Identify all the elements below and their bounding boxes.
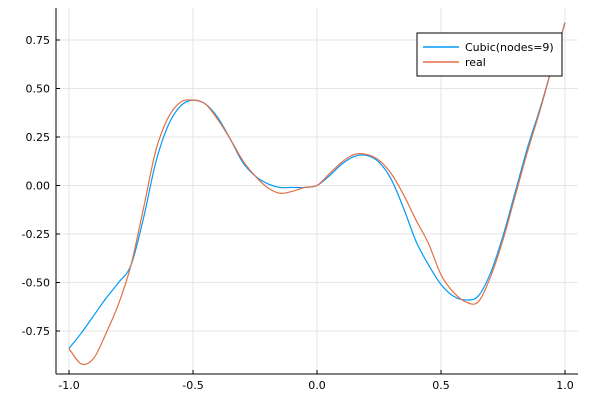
y-tick-label: -0.75 — [22, 325, 50, 338]
x-tick-label: -0.5 — [182, 379, 203, 392]
y-tick-label: 0.25 — [26, 131, 51, 144]
series-line-real — [68, 22, 566, 366]
legend-label: real — [465, 56, 486, 69]
legend-box — [416, 32, 563, 77]
series-layer — [68, 22, 566, 366]
y-tick-label: -0.25 — [22, 228, 50, 241]
x-tick-label: 1.0 — [556, 379, 574, 392]
legend-label: Cubic(nodes=9) — [465, 41, 554, 54]
y-tick-label: 0.00 — [26, 180, 51, 193]
y-tick-label: 0.50 — [26, 83, 51, 96]
x-tick-label: 0.5 — [432, 379, 450, 392]
x-tick-label: 0.0 — [308, 379, 326, 392]
x-tick-label: -1.0 — [58, 379, 79, 392]
legend: Cubic(nodes=9) real — [416, 32, 563, 77]
tick-layer: -1.0 -0.5 0.0 0.5 1.0 0.75 0.50 0.25 0.00 -0.25 -0… — [22, 34, 574, 392]
y-tick-label: 0.75 — [26, 34, 51, 47]
y-tick-label: -0.50 — [22, 277, 50, 290]
